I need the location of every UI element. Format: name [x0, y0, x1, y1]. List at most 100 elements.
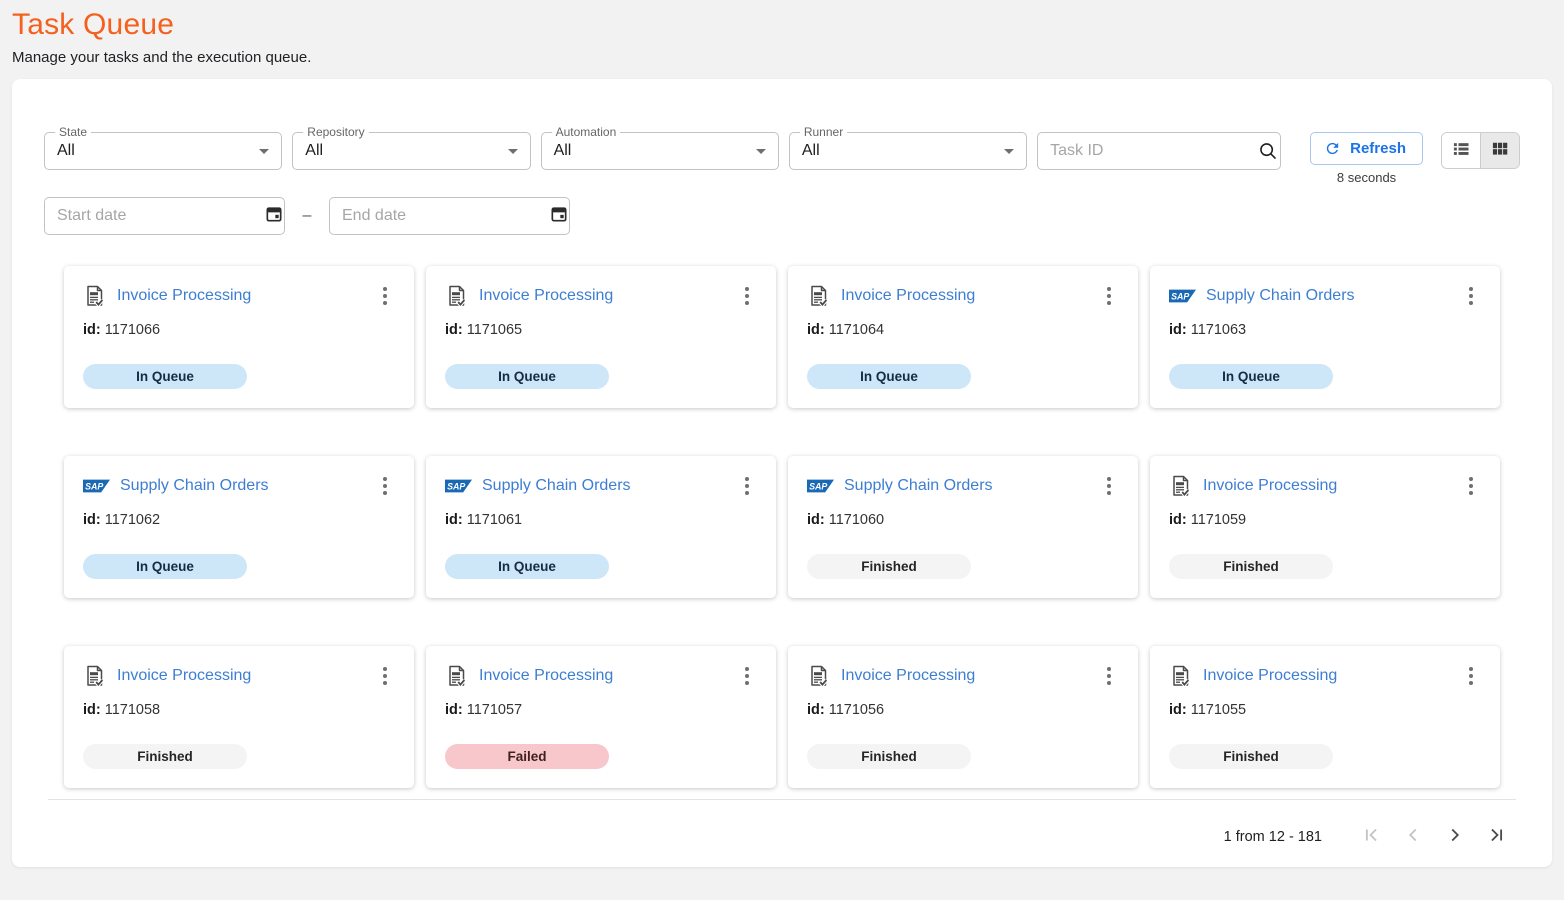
- start-date-field: [44, 197, 285, 235]
- repository-filter-value: All: [305, 142, 324, 159]
- id-value: 1171058: [104, 702, 161, 718]
- task-title-link[interactable]: Invoice Processing: [479, 667, 614, 684]
- kebab-menu-icon[interactable]: [1465, 473, 1477, 499]
- status-badge: Finished: [807, 554, 971, 579]
- task-card: SAP Invoice Processing id:1171057 Failed: [426, 646, 776, 788]
- task-title-link[interactable]: Invoice Processing: [479, 287, 614, 304]
- sap-logo-icon: SAP: [1169, 289, 1196, 303]
- id-label: id:: [445, 512, 463, 528]
- start-date-input[interactable]: [57, 207, 264, 225]
- task-title-link[interactable]: Invoice Processing: [841, 287, 976, 304]
- id-label: id:: [83, 512, 101, 528]
- task-id-row: id: 1171056: [807, 702, 1119, 718]
- task-card-header: SAP Supply Chain Orders: [1169, 283, 1481, 309]
- status-badge: Finished: [1169, 554, 1333, 579]
- grid-view-icon: [1490, 139, 1510, 162]
- date-range-separator: –: [302, 207, 312, 224]
- filter-row: State All Repository All Automation All …: [44, 125, 1520, 185]
- task-card: SAP Invoice Processing id:1171055 Finish…: [1150, 646, 1500, 788]
- invoice-document-icon: [445, 664, 469, 688]
- id-value: 1171057: [466, 702, 523, 718]
- kebab-menu-icon[interactable]: [741, 663, 753, 689]
- kebab-menu-icon[interactable]: [379, 283, 391, 309]
- task-id-row: id: 1171066: [83, 322, 395, 338]
- id-value: 1171062: [104, 512, 161, 528]
- id-label: id:: [1169, 512, 1187, 528]
- task-card-header: SAP Supply Chain Orders: [445, 473, 757, 499]
- kebab-menu-icon[interactable]: [1465, 663, 1477, 689]
- task-id-row: id: 1171063: [1169, 322, 1481, 338]
- kebab-menu-icon[interactable]: [379, 473, 391, 499]
- task-card: SAP Supply Chain Orders id: 1171060 Finis…: [788, 456, 1138, 598]
- id-value: 1171063: [1190, 322, 1247, 338]
- sap-logo-icon: SAP: [445, 479, 472, 493]
- task-card-header: SAP Invoice Processing: [83, 283, 395, 309]
- kebab-menu-icon[interactable]: [1103, 283, 1115, 309]
- task-title-link[interactable]: Supply Chain Orders: [482, 477, 631, 494]
- id-value: 1171056: [828, 702, 885, 718]
- id-value: 1171060: [828, 512, 885, 528]
- kebab-menu-icon[interactable]: [741, 473, 753, 499]
- automation-filter-value: All: [553, 142, 572, 159]
- search-icon[interactable]: [1257, 140, 1279, 162]
- state-filter-select[interactable]: State All: [44, 125, 283, 170]
- task-card: SAP Invoice Processing id:1171066 In Que…: [64, 266, 414, 408]
- previous-page-icon: [1402, 824, 1424, 849]
- status-badge: In Queue: [83, 364, 247, 389]
- list-view-button[interactable]: [1441, 133, 1481, 168]
- kebab-menu-icon[interactable]: [1465, 283, 1477, 309]
- id-value: 1171065: [466, 322, 523, 338]
- id-value: 1171061: [466, 512, 523, 528]
- kebab-menu-icon[interactable]: [741, 283, 753, 309]
- invoice-document-icon: [807, 664, 831, 688]
- id-label: id:: [83, 702, 101, 718]
- repository-filter-select[interactable]: Repository All: [292, 125, 531, 170]
- id-label: id:: [445, 322, 463, 338]
- task-title-link[interactable]: Invoice Processing: [1203, 477, 1338, 494]
- last-page-icon: [1486, 824, 1508, 849]
- task-title-link[interactable]: Supply Chain Orders: [844, 477, 993, 494]
- task-card-grid: SAP Invoice Processing id:1171066 In Que…: [44, 266, 1520, 788]
- id-label: id:: [807, 702, 825, 718]
- automation-filter-label: Automation: [551, 125, 621, 139]
- next-page-button[interactable]: [1440, 820, 1470, 853]
- date-range-row: –: [44, 197, 1520, 235]
- id-value: 1171066: [104, 322, 161, 338]
- task-title-link[interactable]: Invoice Processing: [117, 667, 252, 684]
- grid-view-button[interactable]: [1480, 133, 1519, 168]
- id-label: id:: [1169, 702, 1187, 718]
- task-id-input[interactable]: [1050, 142, 1258, 160]
- calendar-icon[interactable]: [549, 204, 569, 229]
- runner-filter-select[interactable]: Runner All: [788, 125, 1028, 170]
- refresh-area: Refresh 8 seconds: [1310, 132, 1423, 185]
- task-title-link[interactable]: Invoice Processing: [117, 287, 252, 304]
- refresh-button[interactable]: Refresh: [1310, 132, 1423, 165]
- end-date-input[interactable]: [342, 207, 549, 225]
- task-card: SAP Invoice Processing id:1171056 Finish…: [788, 646, 1138, 788]
- task-title-link[interactable]: Invoice Processing: [841, 667, 976, 684]
- automation-filter-select[interactable]: Automation All: [540, 125, 779, 170]
- id-value: 1171055: [1190, 702, 1247, 718]
- previous-page-button[interactable]: [1398, 820, 1428, 853]
- task-card-header: SAP Invoice Processing: [807, 283, 1119, 309]
- kebab-menu-icon[interactable]: [1103, 663, 1115, 689]
- task-title-link[interactable]: Supply Chain Orders: [1206, 287, 1355, 304]
- first-page-button[interactable]: [1356, 820, 1386, 853]
- state-filter-label: State: [55, 125, 92, 139]
- last-page-button[interactable]: [1482, 820, 1512, 853]
- task-id-row: id: 1171058: [83, 702, 395, 718]
- task-id-row: id: 1171065: [445, 322, 757, 338]
- task-title-link[interactable]: Supply Chain Orders: [120, 477, 269, 494]
- kebab-menu-icon[interactable]: [379, 663, 391, 689]
- svg-text:SAP: SAP: [85, 481, 103, 491]
- task-id-row: id: 1171055: [1169, 702, 1481, 718]
- pagination: 1 from 12 - 181: [44, 800, 1520, 853]
- task-title-link[interactable]: Invoice Processing: [1203, 667, 1338, 684]
- task-id-row: id: 1171057: [445, 702, 757, 718]
- status-badge: In Queue: [445, 364, 609, 389]
- page-title: Task Queue: [12, 8, 175, 41]
- dropdown-arrow-icon: [755, 148, 766, 154]
- task-card-header: SAP Invoice Processing: [445, 283, 757, 309]
- calendar-icon[interactable]: [264, 204, 284, 229]
- kebab-menu-icon[interactable]: [1103, 473, 1115, 499]
